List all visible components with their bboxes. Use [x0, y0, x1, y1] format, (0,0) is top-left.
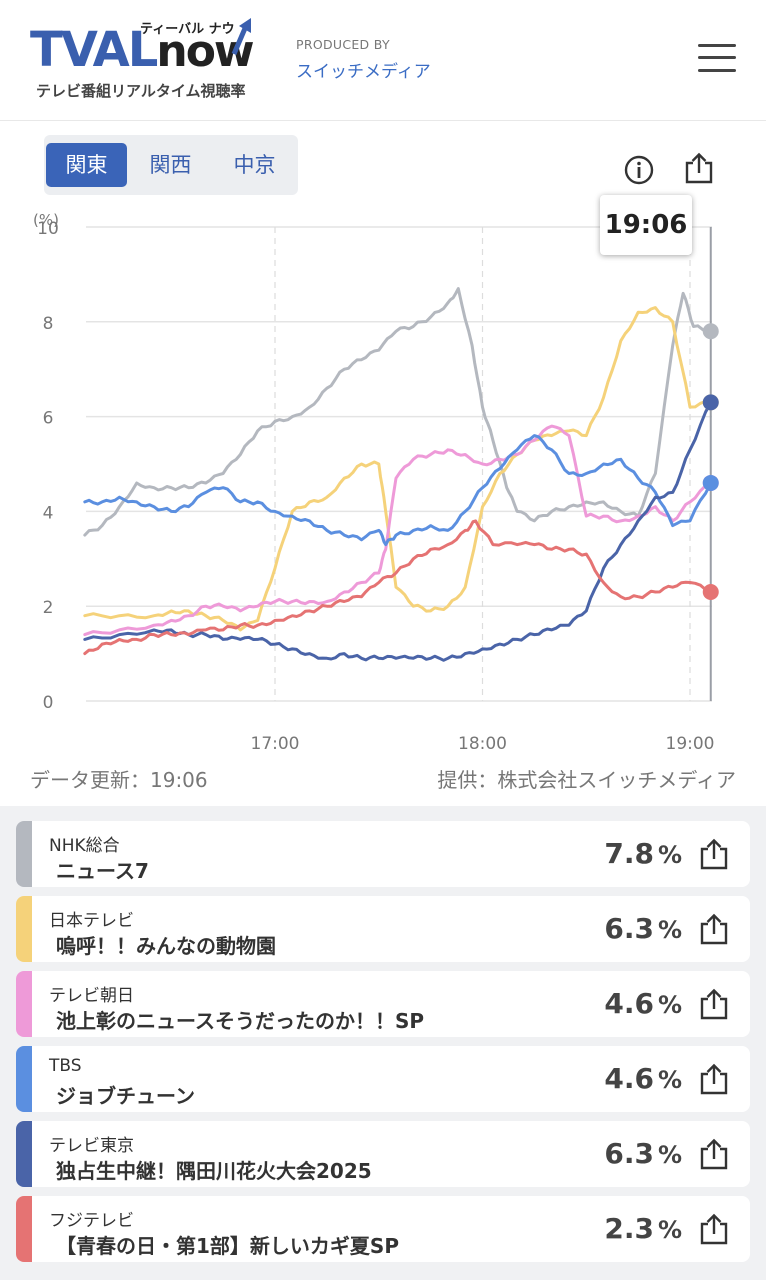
series-end-point[interactable]: [702, 474, 719, 491]
rating-value: 7.8%: [604, 837, 682, 870]
data-updated-text: データ更新：19:06: [30, 768, 208, 792]
provider-text: 提供：株式会社スイッチメディア: [437, 768, 736, 792]
program-list: NHK総合ニュース7 7.8% 日本テレビ嗚呼！！みんなの動物園 6.3% テレビ朝日池…: [0, 806, 766, 1280]
program-card[interactable]: テレビ朝日池上彰のニュースそうだったのか！！SP 4.6%: [16, 971, 750, 1037]
channel-color-bar: [16, 821, 32, 887]
program-title: 池上彰のニュースそうだったのか！！SP: [56, 1009, 425, 1033]
channel-name: テレビ朝日: [49, 986, 134, 1006]
time-tooltip: 19:06: [600, 195, 692, 255]
y-tick-label: 6: [43, 409, 54, 429]
y-tick-label: 2: [43, 598, 54, 618]
series-line: [83, 287, 713, 537]
program-title: ジョブチューン: [56, 1084, 195, 1108]
program-card[interactable]: 日本テレビ嗚呼！！みんなの動物園 6.3%: [16, 896, 750, 962]
rating-value: 6.3%: [604, 912, 682, 945]
channel-name: テレビ東京: [49, 1136, 134, 1156]
program-title: 嗚呼！！みんなの動物園: [56, 934, 276, 958]
logo-wordmark: TVALnow: [30, 22, 255, 78]
x-tick-label: 19:00: [666, 734, 715, 754]
channel-name: 日本テレビ: [49, 911, 134, 931]
info-icon[interactable]: [624, 155, 654, 185]
series-end-point[interactable]: [702, 323, 719, 340]
y-tick-label: 0: [43, 693, 54, 713]
app-header: TVALnow ティーバル ナウ テレビ番組リアルタイム視聴率 PRODUCED…: [0, 0, 766, 121]
tab-kanto[interactable]: 関東: [46, 143, 127, 187]
series-end-point[interactable]: [702, 583, 719, 600]
series-end-point[interactable]: [702, 394, 719, 411]
tvalnow-logo[interactable]: TVALnow ティーバル ナウ テレビ番組リアルタイム視聴率: [30, 14, 260, 104]
series-line: [83, 424, 713, 637]
series-line: [83, 434, 713, 547]
channel-name: TBS: [49, 1056, 82, 1076]
channel-name: NHK総合: [49, 836, 120, 856]
share-icon[interactable]: [698, 1063, 730, 1095]
y-tick-label: 10: [37, 219, 59, 239]
tab-chukyo[interactable]: 中京: [233, 153, 276, 177]
rating-value: 2.3%: [604, 1212, 682, 1245]
rating-value: 4.6%: [604, 1062, 682, 1095]
series-line: [83, 306, 713, 632]
channel-color-bar: [16, 971, 32, 1037]
program-title: ニュース7: [56, 859, 149, 883]
produced-by-label: PRODUCED BY: [296, 37, 390, 52]
x-tick-label: 17:00: [251, 734, 300, 754]
channel-color-bar: [16, 1196, 32, 1262]
tab-kansai[interactable]: 関西: [149, 153, 192, 177]
series-line: [83, 400, 713, 662]
share-icon[interactable]: [698, 838, 730, 870]
program-title: 独占生中継！隅田川花火大会2025: [56, 1159, 372, 1183]
share-icon[interactable]: [698, 1213, 730, 1245]
share-icon[interactable]: [698, 1138, 730, 1170]
logo-arrow-icon: [231, 18, 251, 55]
program-card[interactable]: フジテレビ【青春の日・第1部】新しいカギ夏SP 2.3%: [16, 1196, 750, 1262]
rating-value: 6.3%: [604, 1137, 682, 1170]
program-card[interactable]: テレビ東京独占生中継！隅田川花火大会2025 6.3%: [16, 1121, 750, 1187]
channel-color-bar: [16, 1046, 32, 1112]
y-tick-label: 8: [43, 314, 54, 334]
share-icon[interactable]: [683, 152, 715, 184]
logo-subtitle: テレビ番組リアルタイム視聴率: [36, 82, 246, 100]
y-tick-label: 4: [43, 503, 54, 523]
logo-kana: ティーバル ナウ: [140, 22, 235, 37]
channel-color-bar: [16, 896, 32, 962]
share-icon[interactable]: [698, 988, 730, 1020]
producer-name[interactable]: スイッチメディア: [296, 62, 431, 82]
x-tick-label: 18:00: [458, 734, 507, 754]
share-icon[interactable]: [698, 913, 730, 945]
series-line: [83, 519, 713, 656]
program-card[interactable]: NHK総合ニュース7 7.8%: [16, 821, 750, 887]
channel-name: フジテレビ: [49, 1211, 134, 1231]
y-axis-unit: (%): [33, 211, 59, 229]
ratings-line-chart: 0 2 4 6 8 10(%) 17:00 18:00 19:00: [33, 211, 719, 754]
channel-color-bar: [16, 1121, 32, 1187]
program-title: 【青春の日・第1部】新しいカギ夏SP: [56, 1234, 399, 1258]
program-card[interactable]: TBS ジョブチューン 4.6%: [16, 1046, 750, 1112]
hamburger-menu-icon[interactable]: [698, 42, 736, 74]
region-tabs: 関東 関西 中京: [44, 135, 298, 195]
rating-value: 4.6%: [604, 987, 682, 1020]
